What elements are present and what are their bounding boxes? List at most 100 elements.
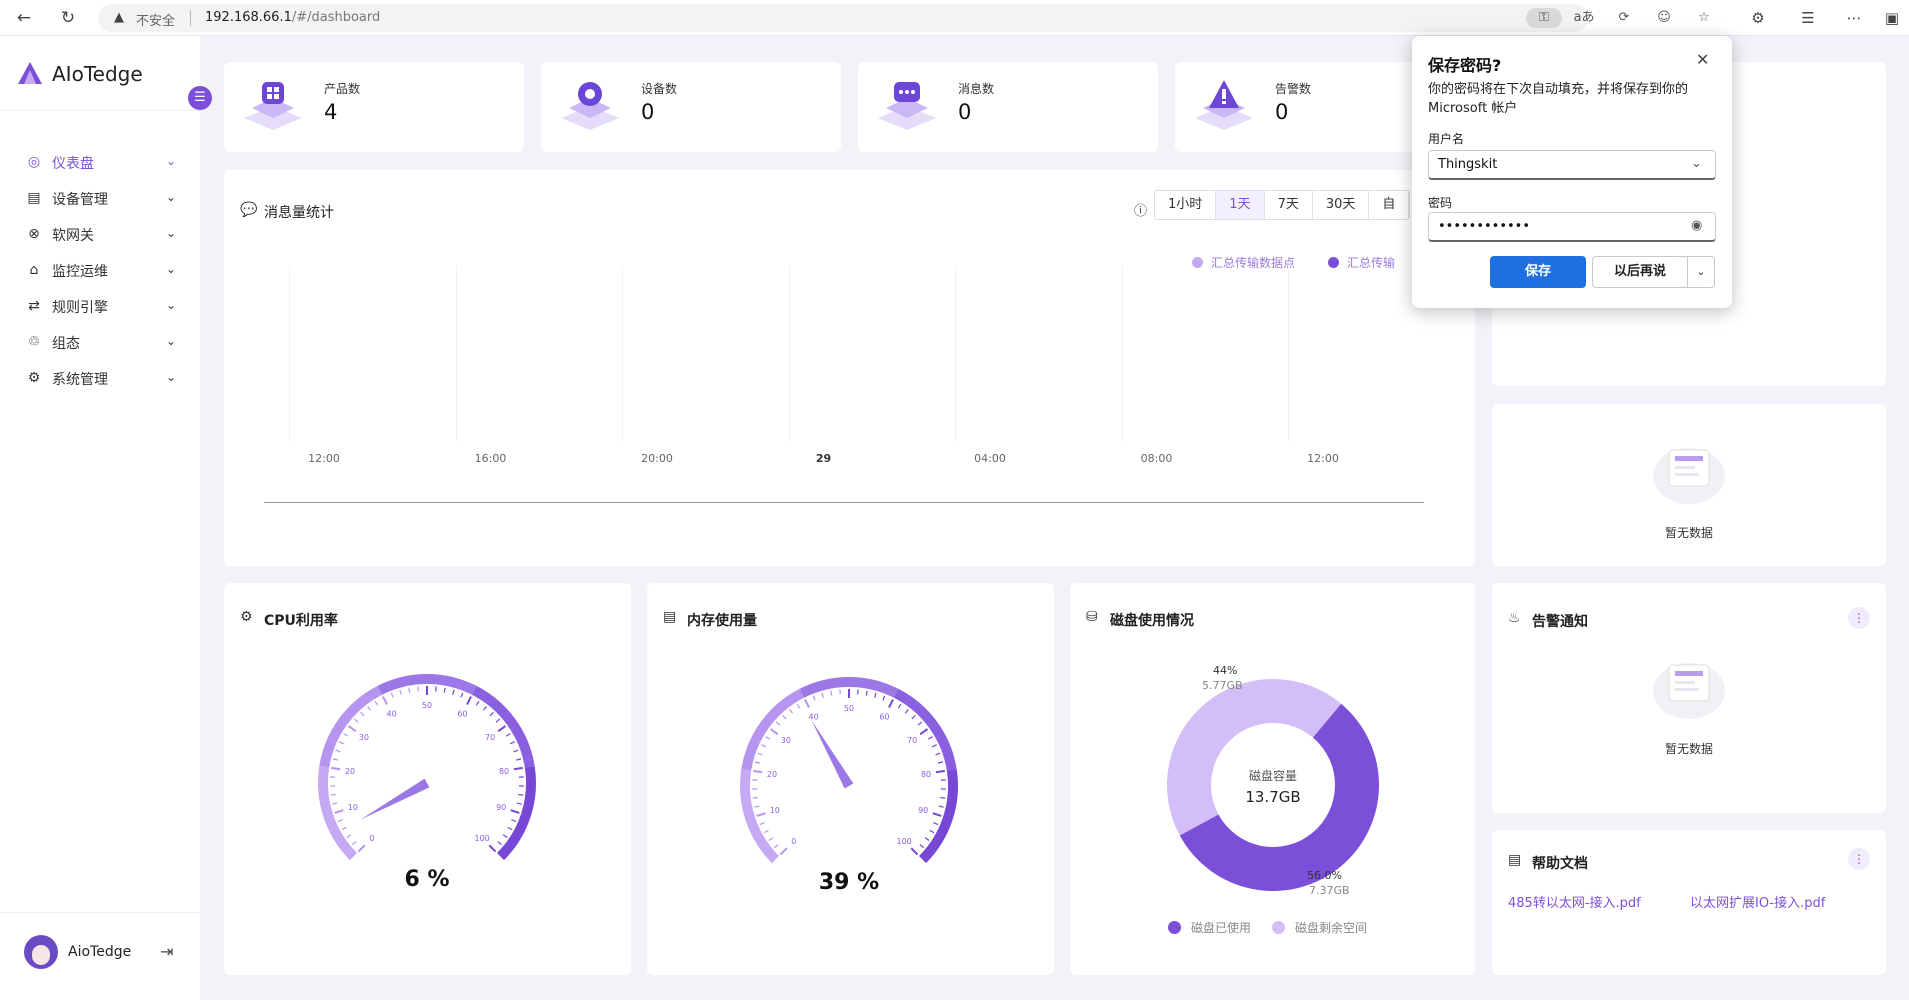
sidebar-item-dashboard[interactable]: ◎ 仪表盘 ⌄	[0, 144, 200, 180]
gauge-tick	[789, 708, 794, 714]
password-key-icon[interactable]: ⚿	[1526, 8, 1562, 28]
legend-series-1[interactable]: 汇总传输数据点	[1192, 254, 1295, 271]
sidebar: AIoTedge ◎ 仪表盘 ⌄ ▤ 设备管理 ⌄ ⊗ 软网关 ⌄ ⌂ 监控运维…	[0, 36, 200, 1000]
favorites-icon[interactable]: ☰	[1801, 9, 1815, 27]
alarm-warning-icon	[1195, 80, 1253, 130]
translate-icon[interactable]: ⟳	[1618, 10, 1630, 25]
chevron-down-icon: ⌄	[166, 190, 177, 204]
range-1d[interactable]: 1天	[1216, 191, 1265, 219]
gauge-tick-label: 60	[879, 713, 889, 722]
gauge-tick	[335, 749, 341, 753]
stat-card-messages: 消息数 0	[858, 62, 1158, 152]
favorite-star-icon[interactable]: ☆	[1698, 10, 1710, 25]
gauge-tick	[334, 809, 344, 814]
legend-used[interactable]: 磁盘已使用	[1168, 919, 1251, 936]
help-circle-icon[interactable]: ⓘ	[1134, 204, 1148, 219]
dashboard-icon: ◎	[27, 154, 41, 170]
gauge-band	[318, 765, 358, 861]
chevron-down-icon: ⌄	[166, 334, 177, 348]
extensions-puzzle-icon[interactable]: ⚙	[1751, 9, 1765, 27]
gauge-tick	[390, 692, 394, 698]
gauge-tick	[505, 733, 511, 737]
donut-free-slice[interactable]	[1167, 679, 1342, 836]
gauge-tick	[443, 687, 446, 693]
gauge-tick-label: 70	[485, 733, 495, 742]
donut-used-slice[interactable]	[1179, 703, 1379, 891]
gauge-band	[377, 674, 477, 695]
sidebar-item-rules[interactable]: ⇄ 规则引擎 ⌄	[0, 288, 200, 324]
range-7d[interactable]: 7天	[1264, 191, 1313, 219]
gauge-tick	[330, 793, 336, 796]
warning-icon: ▲	[114, 10, 124, 25]
gauge-tick	[940, 796, 946, 799]
gauge-tick-label: 80	[499, 767, 509, 776]
logout-icon[interactable]: ⇥	[160, 942, 174, 961]
gauge-tick	[332, 758, 339, 761]
legend-free[interactable]: 磁盘剩余空间	[1272, 919, 1367, 936]
more-options-icon[interactable]: ⋮	[1848, 607, 1870, 629]
read-aloud-icon[interactable]: aあ	[1573, 10, 1595, 25]
card-title: 内存使用量	[687, 613, 757, 629]
gauge-tick	[931, 744, 938, 748]
range-custom[interactable]: 自	[1369, 191, 1410, 219]
gauge-tick	[516, 802, 522, 805]
username-field[interactable]: Thingskit ⌄	[1428, 150, 1716, 180]
gauge-tick	[911, 714, 916, 720]
legend-series-2[interactable]: 汇总传输	[1328, 254, 1395, 271]
doc-link-io[interactable]: 以太网扩展IO-接入.pdf	[1690, 896, 1826, 911]
gauge-tick-label: 60	[457, 710, 467, 719]
gauge-tick-label: 40	[808, 713, 818, 722]
save-button[interactable]: 保存	[1490, 256, 1586, 288]
sidebar-item-scada[interactable]: ♲ 组态 ⌄	[0, 324, 200, 360]
back-arrow-icon[interactable]: ←	[16, 8, 32, 28]
sidebar-item-device[interactable]: ▤ 设备管理 ⌄	[0, 180, 200, 216]
card-title: 帮助文档	[1532, 856, 1588, 872]
sidebar-item-system[interactable]: ⚙ 系统管理 ⌄	[0, 360, 200, 396]
doc-link-485[interactable]: 485转以太网-接入.pdf	[1508, 896, 1641, 911]
grid-line	[1121, 266, 1123, 442]
gauge-tick	[374, 700, 379, 706]
used-size: 7.37GB	[1309, 884, 1350, 897]
monitor-icon: ⌂	[29, 262, 39, 278]
address-bar[interactable]: ▲ 不安全 192.168.66.1/#/dashboard ⚿ aあ ⟳ ☺ …	[98, 4, 1710, 32]
dialog-description: 你的密码将在下次自动填充，并将保存到你的 Microsoft 帐户	[1428, 82, 1689, 116]
refresh-icon[interactable]: ↻	[60, 8, 76, 28]
legend-dot	[1192, 257, 1203, 268]
save-password-dialog: 保存密码? ✕ 你的密码将在下次自动填充，并将保存到你的 Microsoft 帐…	[1412, 36, 1732, 308]
gauge-tick	[502, 834, 508, 839]
legend-dot	[1328, 257, 1339, 268]
x-tick-label: 12:00	[1307, 452, 1339, 465]
eye-icon[interactable]: ◉	[1691, 218, 1703, 233]
more-menu-icon[interactable]: ⋯	[1846, 9, 1862, 27]
gauge-tick	[357, 844, 366, 853]
stat-value: 0	[1275, 100, 1289, 124]
later-button[interactable]: 以后再说	[1592, 256, 1688, 288]
grid-line	[622, 266, 623, 442]
cpu-card: ⚙ CPU利用率 0 10 20 30 40 50 60 70 80 90 100 6 %	[224, 583, 631, 975]
gauge-tick	[779, 847, 788, 856]
gauge-tick	[497, 841, 503, 846]
gauge-band	[893, 688, 957, 771]
cpu-value: 6 %	[404, 867, 450, 892]
dialog-title: 保存密码?	[1428, 56, 1502, 75]
chevron-down-icon[interactable]: ⌄	[1691, 156, 1702, 171]
collapse-menu-button[interactable]: ☰	[188, 86, 212, 110]
sidebar-toggle-icon[interactable]: ▣	[1884, 9, 1900, 27]
sidebar-item-gateway[interactable]: ⊗ 软网关 ⌄	[0, 216, 200, 252]
range-30d[interactable]: 30天	[1312, 191, 1370, 219]
gateway-icon: ⊗	[28, 226, 40, 242]
gauge-tick	[475, 700, 480, 706]
url-text[interactable]: 192.168.66.1/#/dashboard	[205, 10, 380, 25]
sidebar-item-label: 组态	[52, 336, 80, 352]
range-1h[interactable]: 1小时	[1155, 191, 1217, 219]
password-field[interactable]: •••••••••••• ◉	[1428, 212, 1716, 242]
cpu-gauge: 0 10 20 30 40 50 60 70 80 90 100	[318, 674, 536, 861]
close-icon[interactable]: ✕	[1696, 50, 1710, 69]
chevron-down-icon[interactable]: ⌄	[1687, 256, 1715, 288]
avatar[interactable]	[24, 935, 58, 969]
more-options-icon[interactable]: ⋮	[1848, 848, 1870, 870]
extension-icon[interactable]: ☺	[1657, 10, 1671, 25]
gauge-tick	[775, 721, 781, 726]
gauge-tick	[919, 728, 929, 736]
sidebar-item-monitor[interactable]: ⌂ 监控运维 ⌄	[0, 252, 200, 288]
